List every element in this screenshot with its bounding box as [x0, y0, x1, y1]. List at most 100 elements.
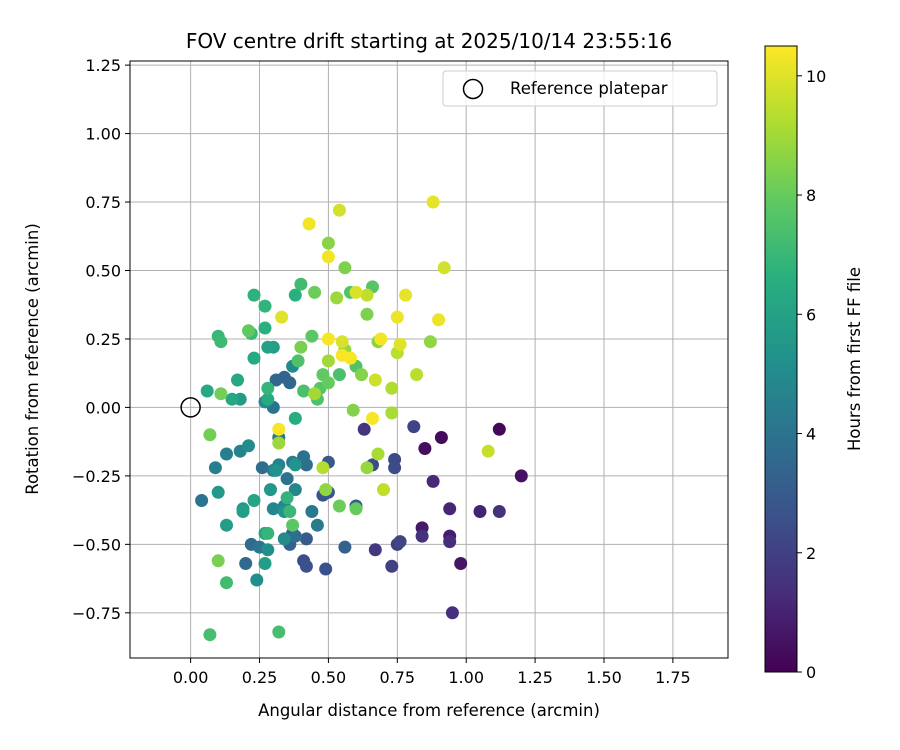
colorbar-label: Hours from first FF file [845, 267, 864, 451]
colorbar-tick-label: 4 [806, 425, 816, 444]
scatter-point [247, 494, 261, 507]
legend-marker-icon [462, 78, 484, 100]
scatter-point [297, 450, 311, 464]
scatter-point [332, 203, 346, 217]
scatter-point [195, 494, 209, 507]
scatter-point [211, 554, 225, 568]
chart-title: FOV centre drift starting at 2025/10/14 … [186, 29, 672, 53]
colorbar-tick-label: 10 [806, 67, 826, 86]
scatter-point [335, 335, 349, 349]
scatter-point [349, 502, 363, 516]
scatter-point [288, 288, 302, 302]
scatter-point [231, 373, 244, 387]
scatter-point [269, 463, 283, 477]
scatter-point [335, 348, 349, 362]
y-tick-label: 0.50 [85, 261, 121, 280]
scatter-point [423, 335, 437, 349]
scatter-point [250, 573, 264, 587]
scatter-point [203, 428, 217, 442]
scatter-point [321, 332, 335, 346]
scatter-point [261, 543, 275, 557]
scatter-point [294, 340, 308, 354]
y-tick-label: 1.25 [85, 56, 121, 75]
scatter-point [437, 261, 451, 275]
scatter-point [332, 368, 346, 382]
scatter-point [283, 505, 297, 518]
scatter-point [255, 461, 269, 475]
scatter-point [346, 403, 360, 417]
scatter-point [332, 499, 346, 513]
scatter-point [407, 420, 421, 434]
scatter-point [432, 313, 446, 327]
reference-platepar-marker [180, 397, 201, 418]
colorbar-gradient [765, 46, 797, 672]
scatter-point [286, 518, 300, 532]
scatter-point [349, 285, 363, 299]
y-tick-label: 0.25 [85, 330, 121, 349]
colorbar: 0 2 4 6 8 10 Hours from first FF file [764, 45, 864, 682]
scatter-point [211, 485, 225, 499]
plot-area-frame [129, 60, 729, 659]
scatter-points [195, 195, 528, 642]
scatter-point [283, 376, 297, 390]
scatter-point [338, 261, 352, 275]
scatter-point [208, 461, 222, 475]
scatter-point [272, 422, 286, 436]
y-tick-label: 0.00 [85, 398, 121, 417]
y-axis-ticks: −0.75 −0.50 −0.25 0.00 0.25 0.50 0.75 1.00 1.25 [72, 56, 130, 623]
scatter-point [454, 557, 468, 570]
colorbar-ticks: 0 2 4 6 8 10 [797, 67, 826, 682]
scatter-point [357, 422, 371, 436]
scatter-point [321, 250, 335, 264]
scatter-point [321, 236, 335, 250]
legend: Reference platepar [442, 70, 718, 107]
scatter-point [426, 474, 440, 488]
scatter-point [242, 439, 255, 453]
scatter-point [288, 411, 302, 425]
scatter-point [308, 387, 322, 401]
scatter-point [272, 625, 286, 639]
scatter-point [319, 562, 333, 576]
scatter-point [258, 299, 272, 313]
y-tick-label: −0.50 [72, 535, 121, 554]
scatter-point [261, 526, 275, 540]
scatter-point [371, 447, 385, 461]
scatter-point [220, 518, 233, 532]
x-axis-ticks: 0.00 0.25 0.50 0.75 1.00 1.25 1.50 1.75 [173, 658, 691, 687]
scatter-point [321, 376, 335, 390]
scatter-point [443, 502, 457, 516]
scatter-point [360, 288, 374, 302]
scatter-point [390, 310, 404, 324]
scatter-point [305, 505, 319, 518]
scatter-point [492, 422, 506, 436]
scatter-point [261, 392, 275, 406]
scatter-point [338, 540, 352, 554]
scatter-point [299, 559, 313, 573]
scatter-point [368, 543, 382, 557]
y-tick-label: 1.00 [85, 125, 121, 144]
scatter-point [377, 483, 390, 497]
scatter-point [399, 288, 413, 302]
colorbar-tick-label: 2 [806, 544, 816, 563]
scatter-point [426, 195, 440, 209]
scatter-point [443, 535, 457, 549]
scatter-point [366, 411, 379, 425]
colorbar-tick-label: 0 [806, 663, 816, 682]
scatter-point [374, 332, 388, 346]
scatter-point [258, 321, 272, 335]
scatter-point [514, 469, 528, 483]
x-tick-label: 1.50 [586, 668, 622, 687]
scatter-point [355, 368, 368, 382]
colorbar-frame [764, 45, 798, 673]
scatter-point [225, 392, 239, 406]
scatter-point [393, 535, 407, 549]
y-tick-label: −0.25 [72, 467, 121, 486]
scatter-point [297, 384, 311, 398]
scatter-point [239, 557, 253, 570]
scatter-point [302, 217, 316, 231]
scatter-point [266, 502, 280, 516]
scatter-point [269, 373, 283, 387]
scatter-point [275, 310, 289, 324]
